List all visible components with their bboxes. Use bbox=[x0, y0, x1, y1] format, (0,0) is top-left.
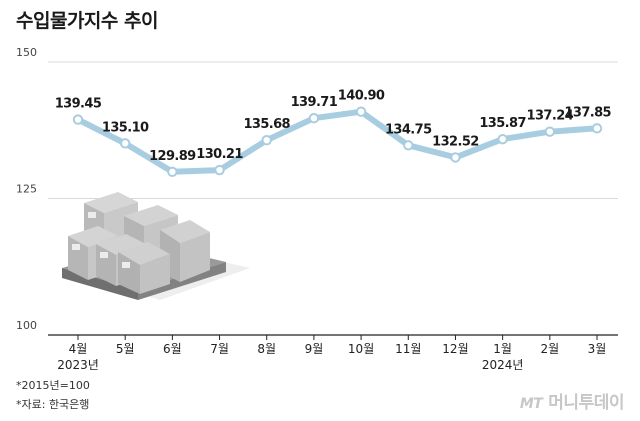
x-tick-label-3: 7월 bbox=[210, 342, 229, 356]
x-tick-labels: 4월 5월 6월 7월 8월 9월 10월 11월 12월 1월 2월 3월 bbox=[69, 335, 607, 356]
data-point-6 bbox=[355, 106, 367, 117]
data-label-3: 130.21 bbox=[196, 147, 243, 162]
data-point-7 bbox=[403, 140, 414, 151]
cardboard-boxes-pallet-icon bbox=[62, 192, 250, 300]
x-tick-label-4: 8월 bbox=[257, 342, 276, 356]
data-label-9: 135.87 bbox=[479, 116, 526, 131]
x-tick-label-8: 12월 bbox=[442, 342, 468, 356]
data-point-0 bbox=[72, 114, 84, 125]
data-point-5 bbox=[308, 112, 320, 124]
data-point-11 bbox=[591, 123, 603, 134]
data-points bbox=[72, 106, 603, 178]
data-point-2 bbox=[167, 166, 178, 178]
data-point-8 bbox=[450, 152, 461, 163]
data-label-5: 139.71 bbox=[291, 95, 338, 110]
brand-mark: MT bbox=[519, 396, 543, 412]
footnotes: *2015년=100 *자료: 한국은행 bbox=[16, 376, 90, 414]
data-point-9 bbox=[497, 133, 508, 145]
data-label-0: 139.45 bbox=[55, 97, 102, 112]
data-label-10: 137.24 bbox=[527, 109, 574, 124]
y-tick-label-2: 150 bbox=[16, 46, 37, 59]
data-point-4 bbox=[261, 134, 272, 146]
x-tick-label-5: 9월 bbox=[305, 342, 324, 356]
data-point-10 bbox=[544, 126, 556, 137]
data-label-8: 132.52 bbox=[432, 134, 479, 149]
data-label-1: 135.10 bbox=[102, 120, 149, 135]
data-label-7: 134.75 bbox=[385, 122, 432, 137]
x-tick-label-0: 4월 bbox=[69, 342, 88, 356]
x-tick-label-10: 2월 bbox=[540, 342, 559, 356]
year-labels: 2023년 2024년 bbox=[57, 358, 523, 372]
y-tick-label-1: 125 bbox=[16, 183, 37, 196]
brand-name: 머니투데이 bbox=[548, 393, 624, 413]
x-tick-label-11: 3월 bbox=[588, 342, 607, 356]
x-tick-label-7: 11월 bbox=[395, 342, 421, 356]
grid-lines bbox=[48, 61, 618, 199]
data-point-3 bbox=[214, 164, 225, 176]
data-label-11: 137.85 bbox=[564, 105, 611, 120]
x-tick-label-6: 10월 bbox=[348, 342, 374, 356]
x-tick-label-2: 6월 bbox=[163, 342, 182, 356]
year-label-0: 2023년 bbox=[57, 358, 99, 372]
footnote-base-year: *2015년=100 bbox=[16, 379, 90, 392]
y-tick-labels: 100 125 150 bbox=[16, 46, 37, 332]
year-label-1: 2024년 bbox=[482, 358, 524, 372]
x-tick-label-9: 1월 bbox=[493, 342, 512, 356]
data-label-4: 135.68 bbox=[243, 117, 290, 132]
data-label-6: 140.90 bbox=[338, 89, 385, 104]
series-line-group bbox=[75, 108, 600, 175]
footnote-source: *자료: 한국은행 bbox=[16, 398, 90, 411]
x-tick-label-1: 5월 bbox=[116, 342, 135, 356]
y-tick-label-0: 100 bbox=[16, 319, 37, 332]
data-point-1 bbox=[119, 138, 131, 149]
chart-title: 수입물가지수 추이 bbox=[16, 10, 158, 32]
brand-logo: MT 머니투데이 bbox=[519, 388, 625, 413]
data-label-2: 129.89 bbox=[149, 149, 196, 164]
series-line bbox=[75, 108, 600, 175]
